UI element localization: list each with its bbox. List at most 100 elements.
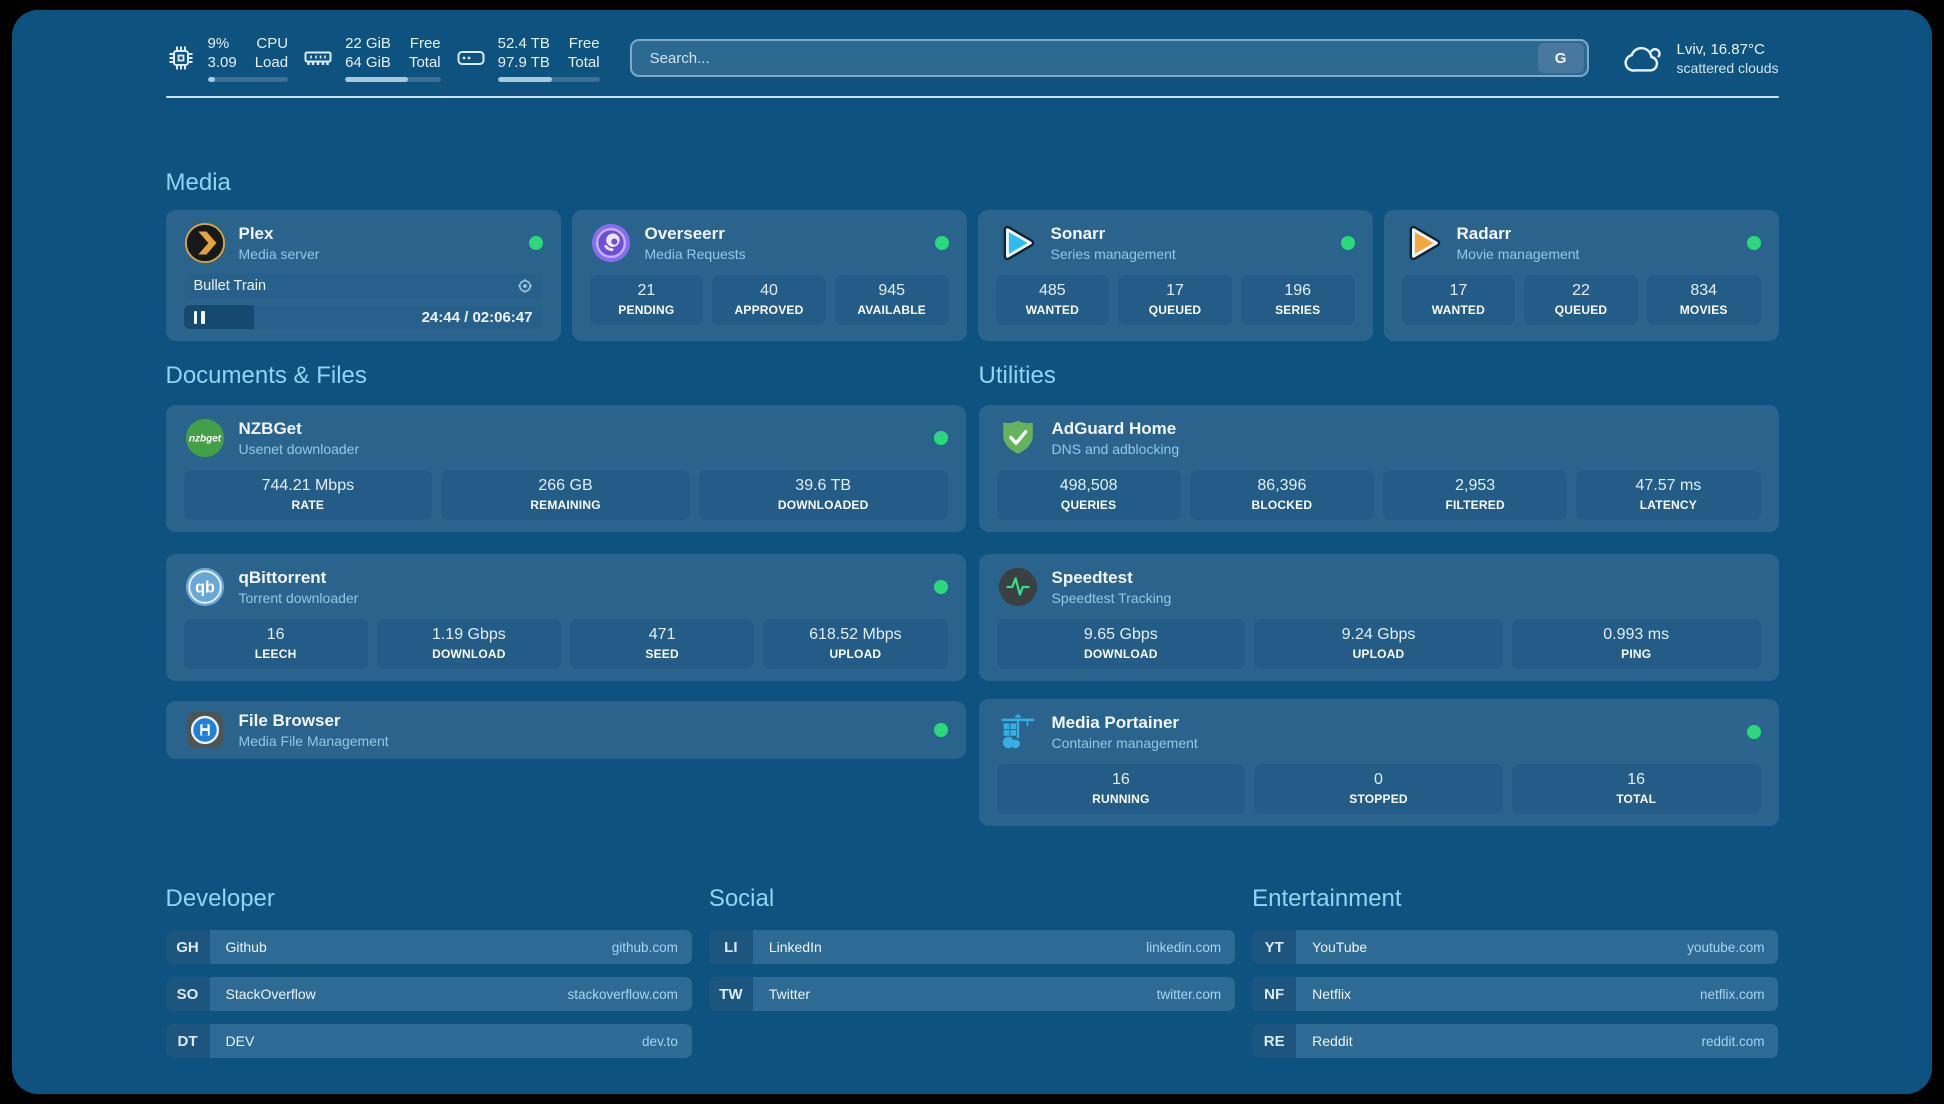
card-nzbget[interactable]: nzbget NZBGet Usenet downloader 744.21 M… [165, 405, 966, 532]
app-subtitle: Speedtest Tracking [1051, 590, 1172, 606]
weather-widget[interactable]: Lviv, 16.87°C scattered clouds [1621, 40, 1779, 77]
app-subtitle: Media server [238, 246, 320, 262]
link-abbr: LI [708, 930, 753, 964]
memory-labels: Free Total [408, 35, 441, 71]
column-documents: Documents & Files nzbget NZBGet Usenet d [165, 361, 966, 759]
stat-label: QUEUED [1148, 303, 1202, 317]
stat-label: UPLOAD [1352, 647, 1405, 661]
stat-box-queued: 17 QUEUED [1118, 275, 1232, 325]
stat-box-latency: 47.57 ms LATENCY [1576, 470, 1761, 520]
app-subtitle: Series management [1050, 246, 1176, 262]
section-title-social: Social [708, 885, 775, 912]
stat-value: 17 [1166, 282, 1184, 299]
stat-value: 945 [878, 282, 906, 299]
card-overseerr[interactable]: Overseerr Media Requests 21 PENDING 40 A… [571, 210, 967, 341]
cpu-load-avg: 3.09 [207, 54, 237, 71]
stat-box-leech: 16 LEECH [183, 619, 368, 669]
stat-label: TOTAL [1616, 792, 1657, 806]
stream-settings-icon[interactable] [517, 278, 533, 294]
link-youtube[interactable]: YT YouTube youtube.com [1252, 930, 1779, 964]
stat-label: RUNNING [1092, 792, 1150, 806]
plex-now-playing: Bullet Train [183, 273, 543, 299]
link-name: Twitter [768, 986, 811, 1002]
stat-value: 86,396 [1257, 477, 1307, 494]
card-plex[interactable]: Plex Media server Bullet Train [165, 210, 561, 341]
media-cards-row: Plex Media server Bullet Train [165, 210, 1779, 341]
link-linkedin[interactable]: LI LinkedIn linkedin.com [708, 930, 1236, 964]
dashboard: 9% 3.09 CPU Load [12, 10, 1932, 1094]
stat-value: 618.52 Mbps [809, 626, 902, 643]
card-qbittorrent[interactable]: qb qBittorrent Torrent downloader 16 LEE… [165, 554, 966, 681]
stat-box-filtered: 2,953 FILTERED [1383, 470, 1568, 520]
stat-value: 498,508 [1059, 477, 1118, 494]
stat-value: 2,953 [1455, 477, 1496, 494]
disk-progress-bar [497, 77, 600, 82]
cpu-values: 9% 3.09 [208, 34, 237, 72]
link-reddit[interactable]: RE Reddit reddit.com [1252, 1024, 1779, 1058]
link-url: netflix.com [1699, 986, 1765, 1002]
status-dot [1746, 725, 1761, 739]
card-filebrowser[interactable]: File Browser Media File Management [165, 701, 966, 759]
stat-value: 0 [1374, 771, 1383, 788]
link-netflix[interactable]: NF Netflix netflix.com [1252, 977, 1779, 1011]
link-name: Netflix [1312, 986, 1352, 1002]
card-portainer[interactable]: Media Portainer Container management 16 … [978, 699, 1779, 826]
cloud-icon [1623, 46, 1661, 72]
stat-box-rate: 744.21 Mbps RATE [183, 470, 433, 520]
svg-text:qb: qb [195, 579, 215, 597]
memory-progress-bar [345, 77, 441, 82]
stat-box-pending: 21 PENDING [589, 275, 704, 325]
link-github[interactable]: GH Github github.com [165, 930, 692, 964]
app-title: NZBGet [238, 419, 302, 438]
app-subtitle: DNS and adblocking [1051, 441, 1180, 457]
app-title: Radarr [1456, 224, 1512, 243]
disk-free: 52.4 TB [497, 35, 550, 52]
status-dot [933, 723, 948, 737]
link-abbr: YT [1252, 930, 1297, 964]
card-radarr[interactable]: Radarr Movie management 17 WANTED 22 QUE… [1383, 210, 1779, 341]
stat-box-running: 16 RUNNING [996, 764, 1246, 814]
link-name: LinkedIn [768, 939, 822, 955]
stat-value: 0.993 ms [1603, 626, 1670, 643]
link-stackoverflow[interactable]: SO StackOverflow stackoverflow.com [165, 977, 692, 1011]
link-abbr: DT [165, 1024, 210, 1058]
stat-box-available: 945 AVAILABLE [834, 275, 949, 325]
link-url: reddit.com [1701, 1033, 1765, 1049]
stat-value: 485 [1038, 282, 1066, 299]
stat-box-download: 9.65 Gbps DOWNLOAD [996, 619, 1246, 669]
nzbget-icon: nzbget [184, 417, 226, 459]
search-input[interactable] [647, 48, 1538, 68]
stat-value: 16 [1627, 771, 1646, 788]
memory-total: 64 GiB [345, 54, 391, 71]
section-title-media: Media [165, 169, 231, 196]
link-url: dev.to [642, 1033, 678, 1049]
app-title: Sonarr [1050, 224, 1106, 243]
app-title: Speedtest [1051, 568, 1133, 587]
memory-values: 22 GiB 64 GiB [345, 34, 391, 72]
stat-box-download: 1.19 Gbps DOWNLOAD [376, 619, 561, 669]
app-title: AdGuard Home [1051, 419, 1177, 438]
link-url: twitter.com [1156, 986, 1222, 1002]
cpu-usage-pct: 9% [207, 35, 230, 52]
stat-label: MOVIES [1679, 303, 1728, 317]
stat-label: BLOCKED [1251, 498, 1313, 512]
link-twitter[interactable]: TW Twitter twitter.com [708, 977, 1236, 1011]
stat-label: AVAILABLE [857, 303, 927, 317]
link-abbr: NF [1252, 977, 1297, 1011]
weather-condition: scattered clouds [1676, 59, 1779, 76]
stat-label: RATE [291, 498, 325, 512]
link-abbr: TW [708, 977, 753, 1011]
sonarr-icon [996, 222, 1038, 264]
link-dev[interactable]: DT DEV dev.to [165, 1024, 692, 1058]
stat-label: FILTERED [1445, 498, 1505, 512]
stat-label: DOWNLOAD [432, 647, 506, 661]
stat-label: PENDING [618, 303, 675, 317]
search-provider-button[interactable]: G [1537, 43, 1584, 73]
pause-icon[interactable] [193, 310, 205, 324]
overseerr-icon [590, 222, 632, 264]
card-sonarr[interactable]: Sonarr Series management 485 WANTED 17 Q… [977, 210, 1373, 341]
stat-label: QUEUED [1554, 303, 1608, 317]
card-adguard[interactable]: AdGuard Home DNS and adblocking 498,508 … [978, 405, 1779, 532]
weather-location: Lviv, 16.87°C [1676, 40, 1765, 58]
card-speedtest[interactable]: Speedtest Speedtest Tracking 9.65 Gbps D… [978, 554, 1779, 681]
